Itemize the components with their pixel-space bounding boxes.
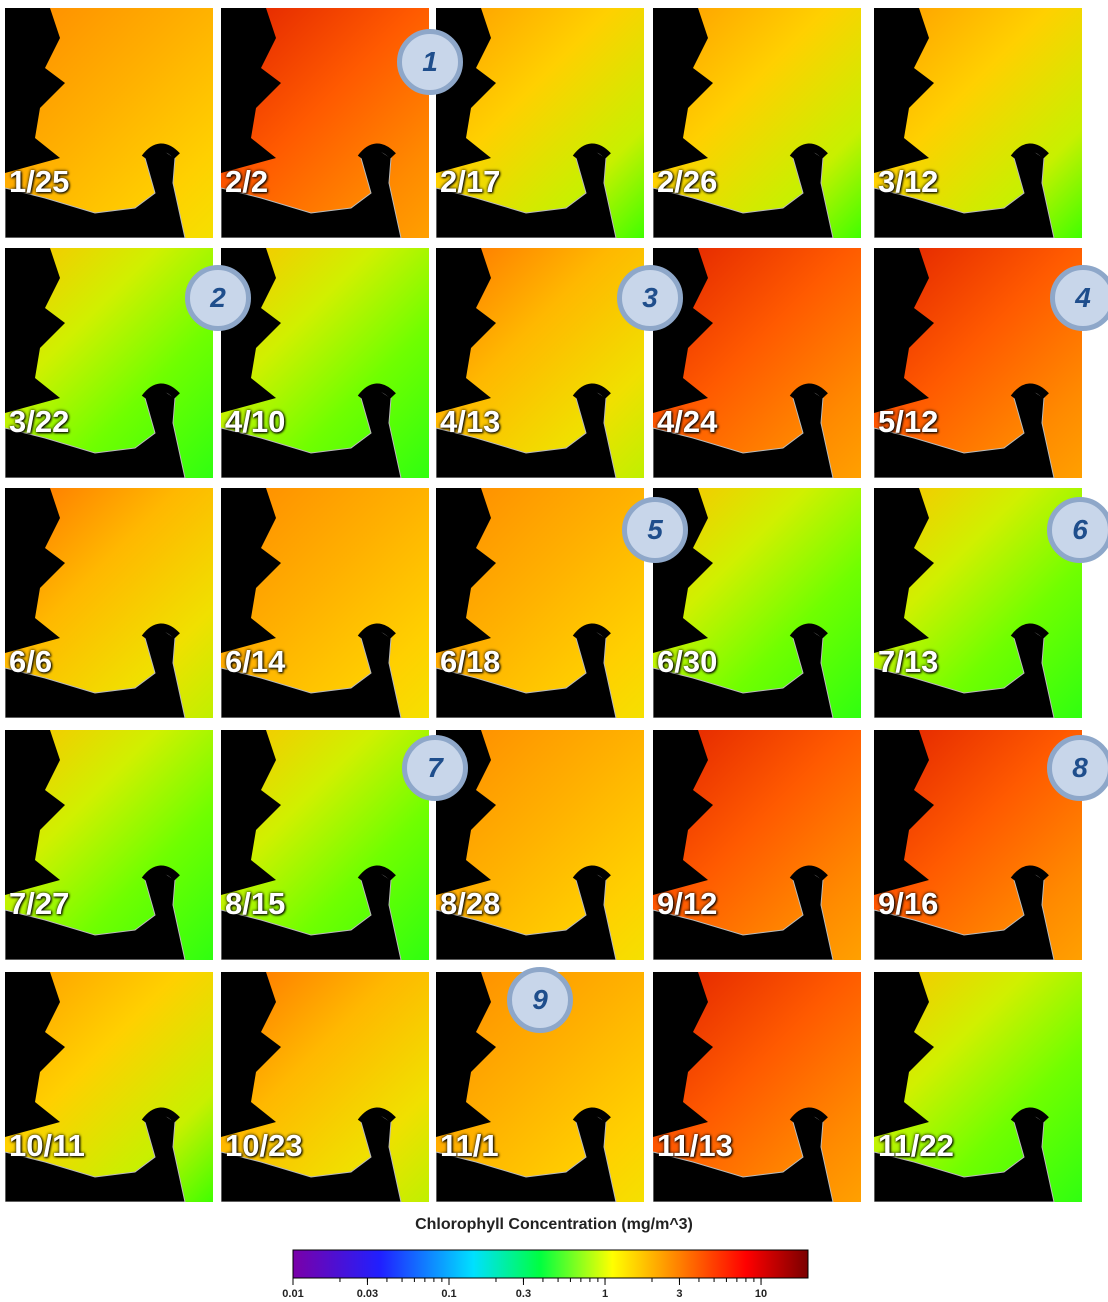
land	[653, 248, 834, 478]
satellite-panel: 4/13	[436, 248, 644, 478]
date-label: 8/15	[225, 886, 286, 921]
land	[221, 8, 402, 238]
step-marker: 6	[1047, 497, 1108, 563]
date-label: 6/30	[657, 644, 718, 679]
land	[5, 248, 186, 478]
satellite-panel: 8/28	[436, 730, 644, 960]
date-label: 11/13	[657, 1128, 733, 1163]
step-marker: 3	[617, 265, 683, 331]
land	[221, 488, 402, 718]
step-marker: 7	[402, 735, 468, 801]
date-label: 7/27	[9, 886, 70, 921]
tick-label: 0.3	[516, 1288, 531, 1300]
step-marker: 9	[507, 967, 573, 1033]
date-label: 2/26	[657, 164, 718, 199]
land	[653, 730, 834, 960]
step-marker: 4	[1050, 265, 1108, 331]
tick-label: 3	[676, 1288, 682, 1300]
tick-label: 0.03	[357, 1288, 378, 1300]
step-marker: 8	[1047, 735, 1108, 801]
satellite-panel: 2/17	[436, 8, 644, 238]
step-marker: 1	[397, 29, 463, 95]
land	[653, 972, 834, 1202]
land	[653, 8, 834, 238]
land	[874, 8, 1055, 238]
land	[221, 972, 402, 1202]
date-label: 10/23	[225, 1128, 303, 1163]
satellite-panel: 2/26	[653, 8, 861, 238]
satellite-panel: 5/12	[874, 248, 1082, 478]
satellite-panel: 8/15	[221, 730, 429, 960]
date-label: 2/2	[225, 164, 269, 199]
date-label: 6/18	[440, 644, 501, 679]
date-label: 4/10	[225, 404, 286, 439]
date-label: 11/22	[878, 1128, 954, 1163]
satellite-panel: 3/12	[874, 8, 1082, 238]
land	[436, 8, 617, 238]
step-marker: 5	[622, 497, 688, 563]
satellite-panel: 10/11	[5, 972, 213, 1202]
land	[5, 972, 186, 1202]
tick-label: 0.01	[282, 1288, 303, 1300]
date-label: 1/25	[9, 164, 70, 199]
colorbar: 0.01 0.03 0.1 0.3 1 3 10	[282, 1249, 809, 1300]
date-label: 6/14	[225, 644, 286, 679]
satellite-panel: 6/6	[5, 488, 213, 718]
tick-label: 0.1	[441, 1288, 456, 1300]
satellite-panel: 11/13	[653, 972, 861, 1202]
land	[874, 488, 1055, 718]
satellite-panel: 4/10	[221, 248, 429, 478]
date-label: 4/24	[657, 404, 718, 439]
date-label: 2/17	[440, 164, 501, 199]
satellite-panel: 6/18	[436, 488, 644, 718]
land	[221, 730, 402, 960]
date-label: 6/6	[9, 644, 53, 679]
date-label: 11/1	[440, 1128, 499, 1163]
satellite-panel: 4/24	[653, 248, 861, 478]
date-label: 9/12	[657, 886, 718, 921]
satellite-panel: 9/12	[653, 730, 861, 960]
colorbar-ramp	[292, 1249, 809, 1279]
date-label: 5/12	[878, 404, 939, 439]
land	[874, 248, 1055, 478]
date-label: 3/22	[9, 404, 70, 439]
land	[5, 730, 186, 960]
satellite-panel: 11/1	[436, 972, 644, 1202]
date-label: 7/13	[878, 644, 939, 679]
date-label: 9/16	[878, 886, 939, 921]
tick-label: 10	[755, 1288, 767, 1300]
satellite-panel: 10/23	[221, 972, 429, 1202]
date-label: 10/11	[9, 1128, 85, 1163]
land	[874, 730, 1055, 960]
land	[5, 488, 186, 718]
date-label: 8/28	[440, 886, 501, 921]
land	[436, 972, 617, 1202]
date-label: 3/12	[878, 164, 939, 199]
colorbar-title: Chlorophyll Concentration (mg/m^3)	[415, 1216, 693, 1233]
tick-label: 1	[602, 1288, 608, 1300]
satellite-panel: 2/2	[221, 8, 429, 238]
land	[5, 8, 186, 238]
date-label: 4/13	[440, 404, 501, 439]
satellite-panel: 7/27	[5, 730, 213, 960]
step-marker: 2	[185, 265, 251, 331]
land	[874, 972, 1055, 1202]
land	[436, 248, 617, 478]
land	[221, 248, 402, 478]
satellite-panel: 1/25	[5, 8, 213, 238]
satellite-panel: 11/22	[874, 972, 1082, 1202]
land	[436, 488, 617, 718]
satellite-panel: 6/14	[221, 488, 429, 718]
satellite-panel: 3/22	[5, 248, 213, 478]
